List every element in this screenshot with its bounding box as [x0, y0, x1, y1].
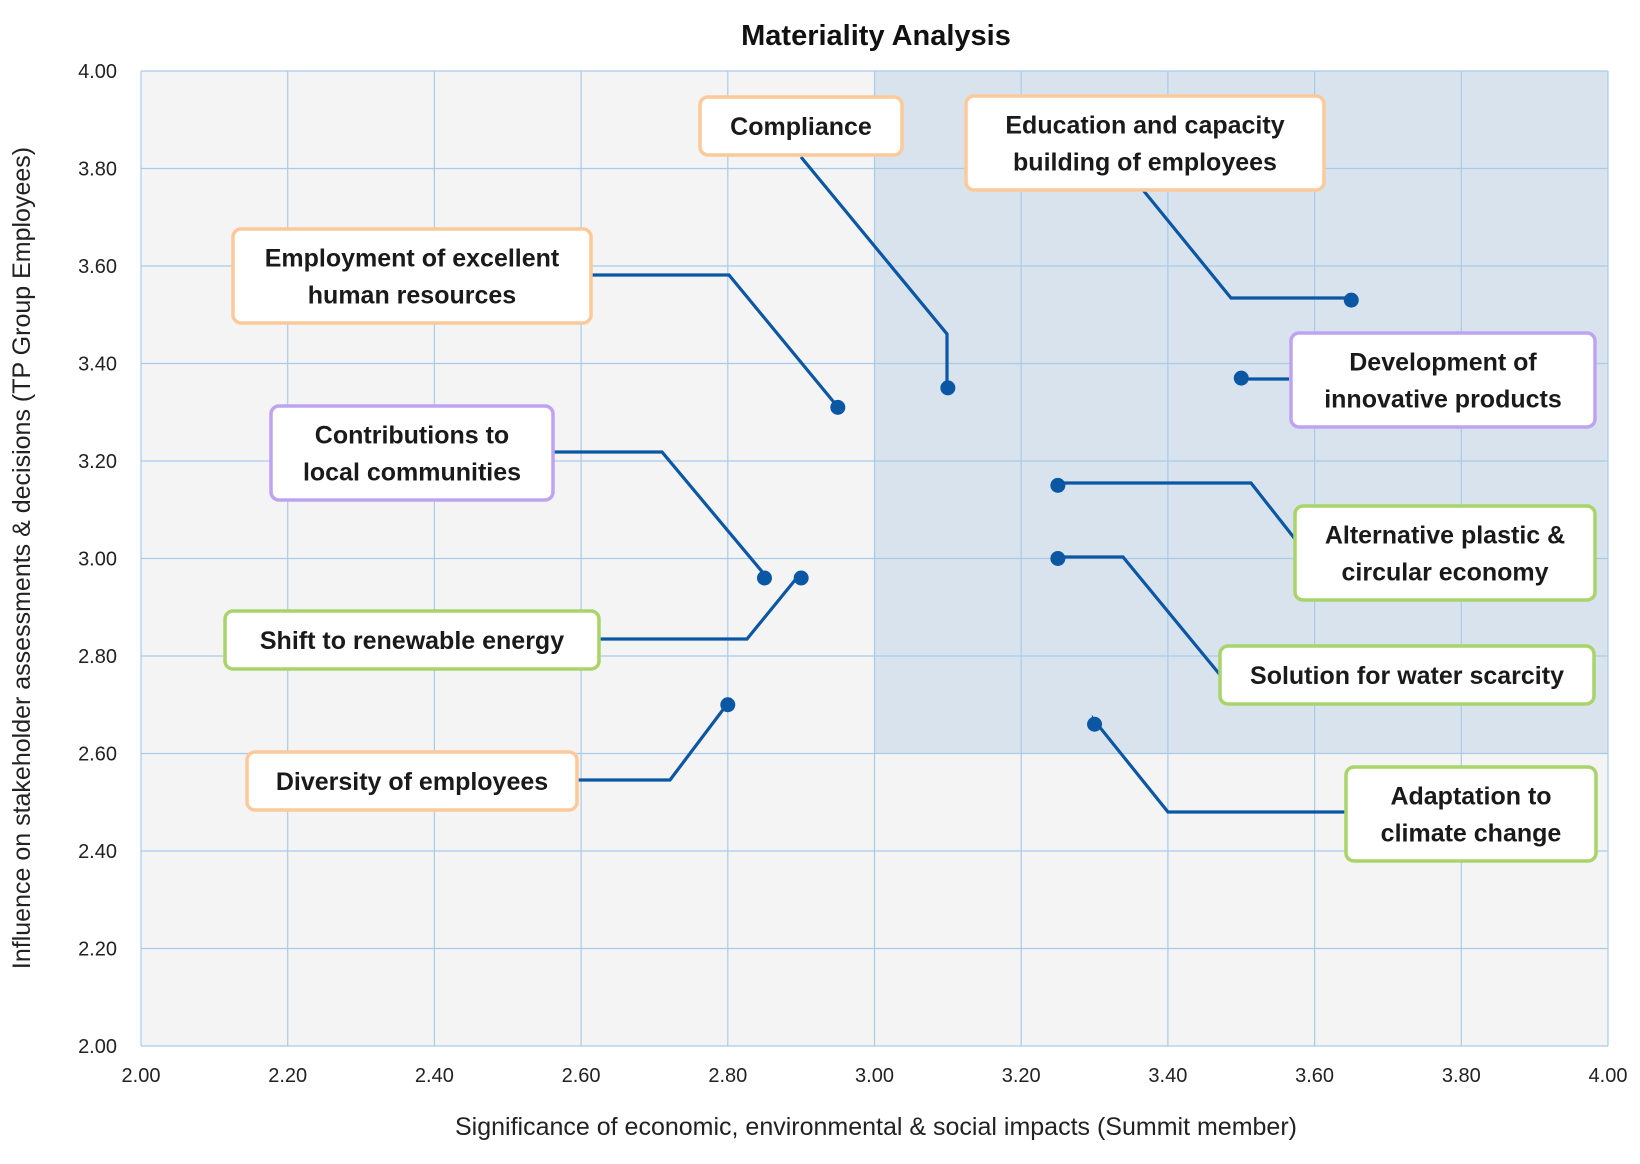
point-label: Compliance	[698, 95, 904, 157]
x-tick-label: 4.00	[1589, 1065, 1628, 1087]
point-label-text: Diversity of employees	[276, 768, 548, 796]
y-tick-label: 2.20	[78, 939, 117, 961]
label-box	[1344, 765, 1598, 863]
data-point	[940, 380, 956, 396]
x-tick-label: 2.40	[415, 1065, 454, 1087]
point-label: Adaptation to climate change	[1344, 765, 1598, 863]
y-axis-ticks: 2.00 2.20 2.40 2.60 2.80 3.00 3.20 3.40 3.60 3.80…	[78, 61, 117, 1058]
y-tick-label: 4.00	[78, 61, 117, 83]
x-tick-label: 3.20	[1002, 1065, 1041, 1087]
point-label: Development of innovative products	[1289, 331, 1597, 429]
x-tick-label: 3.80	[1442, 1065, 1481, 1087]
data-point	[1050, 477, 1066, 493]
label-box	[1293, 504, 1597, 602]
point-label-text: building of employees	[1013, 149, 1277, 177]
label-box	[964, 94, 1326, 192]
x-tick-label: 2.80	[708, 1065, 747, 1087]
y-axis-label: Influence on stakeholder assessments & d…	[8, 147, 36, 969]
x-axis-ticks: 2.00 2.20 2.40 2.60 2.80 3.00 3.20 3.40 3.60 3.80…	[122, 1065, 1628, 1087]
point-label: Education and capacity building of employ…	[964, 94, 1326, 192]
point-label-text: Development of	[1349, 349, 1537, 377]
point-label-text: Employment of excellent	[265, 245, 560, 273]
data-point	[830, 399, 846, 415]
y-tick-label: 2.60	[78, 744, 117, 766]
label-box	[698, 95, 904, 157]
label-box	[223, 609, 601, 671]
chart-title: Materiality Analysis	[741, 20, 1011, 52]
point-label-text: human resources	[308, 282, 516, 310]
label-box	[245, 750, 579, 812]
point-label-text: Education and capacity	[1005, 112, 1284, 140]
point-label-text: innovative products	[1324, 386, 1562, 414]
point-label-text: Alternative plastic &	[1325, 522, 1565, 550]
point-label: Diversity of employees	[245, 750, 579, 812]
y-tick-label: 3.20	[78, 451, 117, 473]
point-label-text: Contributions to	[315, 422, 509, 450]
x-tick-label: 2.60	[562, 1065, 601, 1087]
y-tick-label: 3.40	[78, 354, 117, 376]
point-label: Alternative plastic & circular economy	[1293, 504, 1597, 602]
point-label: Shift to renewable energy	[223, 609, 601, 671]
point-label-text: local communities	[303, 459, 521, 487]
y-tick-label: 3.80	[78, 159, 117, 181]
point-label-text: circular economy	[1341, 559, 1548, 587]
point-label-text: Solution for water scarcity	[1250, 662, 1564, 690]
data-point	[1050, 551, 1066, 566]
point-label-text: climate change	[1381, 820, 1562, 848]
x-tick-label: 3.00	[855, 1065, 894, 1087]
x-axis-label: Significance of economic, environmental …	[455, 1113, 1297, 1141]
label-box	[269, 404, 555, 502]
point-labels: Compliance Education and capacity building…	[223, 94, 1598, 863]
point-label-text: Compliance	[730, 113, 872, 141]
point-label: Employment of excellent human resources	[231, 227, 593, 325]
label-box	[1289, 331, 1597, 429]
y-tick-label: 2.40	[78, 841, 117, 863]
x-tick-label: 3.40	[1148, 1065, 1187, 1087]
y-tick-label: 3.60	[78, 256, 117, 278]
label-box	[231, 227, 593, 325]
data-points	[720, 292, 1359, 732]
y-tick-label: 2.00	[78, 1036, 117, 1058]
data-point	[720, 697, 736, 713]
point-label-text: Shift to renewable energy	[260, 627, 564, 655]
x-tick-label: 2.00	[122, 1065, 161, 1087]
x-tick-label: 3.60	[1295, 1065, 1334, 1087]
data-point	[756, 570, 772, 586]
point-label: Solution for water scarcity	[1218, 644, 1596, 706]
data-point	[1087, 716, 1103, 732]
label-box	[1218, 644, 1596, 706]
point-label-text: Adaptation to	[1390, 783, 1551, 811]
x-tick-label: 2.20	[268, 1065, 307, 1087]
data-point	[793, 570, 809, 586]
point-label: Contributions to local communities	[269, 404, 555, 502]
y-tick-label: 2.80	[78, 646, 117, 668]
y-tick-label: 3.00	[78, 549, 117, 571]
data-point	[1233, 370, 1249, 386]
data-point	[1343, 292, 1359, 308]
